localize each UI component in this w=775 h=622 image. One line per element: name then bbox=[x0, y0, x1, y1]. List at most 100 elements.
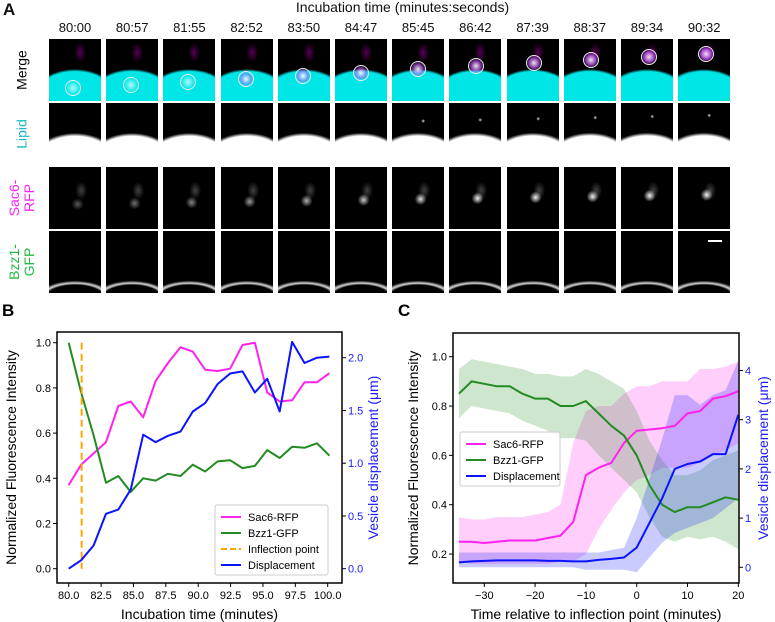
vesicle-circle bbox=[352, 64, 369, 81]
bzz1-tile bbox=[220, 231, 273, 293]
sac6-tile bbox=[106, 167, 159, 229]
merge-tile bbox=[106, 39, 159, 101]
band-sac6-rfp bbox=[458, 361, 739, 564]
plot-frame bbox=[56, 331, 343, 584]
y2-tick-label: 0 bbox=[745, 562, 751, 574]
vesicle-circle bbox=[467, 58, 484, 75]
bzz1-tile bbox=[106, 231, 159, 293]
y2-tick-label: 1.0 bbox=[348, 458, 363, 470]
lipid-tile bbox=[277, 103, 330, 165]
line-sac6-rfp bbox=[458, 390, 739, 544]
y2-tick-label: 0.5 bbox=[348, 511, 363, 523]
x-tick-label: 87.5 bbox=[155, 590, 176, 602]
lipid-tile bbox=[506, 103, 559, 165]
time-label: 81:55 bbox=[173, 20, 206, 35]
line-sac6-rfp bbox=[67, 341, 330, 486]
x-axis-label: Time relative to inflection point (minut… bbox=[471, 606, 722, 622]
lipid-tile bbox=[163, 103, 216, 165]
vesicle-circle bbox=[180, 73, 197, 90]
x-tick-label: 95.0 bbox=[252, 590, 273, 602]
vesicle-circle bbox=[65, 80, 81, 96]
panel-c-letter: C bbox=[398, 301, 410, 320]
time-label: 82:52 bbox=[230, 20, 263, 35]
bzz1-tile bbox=[621, 231, 673, 293]
y-tick-label: 0.8 bbox=[36, 383, 51, 395]
panel-a-letter: A bbox=[3, 0, 16, 19]
y-tick-label: 0.4 bbox=[432, 500, 447, 512]
merge-tile bbox=[49, 39, 101, 101]
merge-tile bbox=[220, 39, 273, 101]
chart-c: −30 −20 −10 0 10 20 0.2 0.4 0.6 0.8 1.0 0 1 2 3 4 Time r… bbox=[405, 332, 771, 622]
time-label: 84:47 bbox=[344, 20, 378, 35]
merge-tile bbox=[163, 39, 216, 101]
sac6-tile bbox=[449, 167, 502, 229]
x-tick-label: 10 bbox=[681, 590, 693, 602]
lipid-tile bbox=[392, 103, 445, 165]
bzz1-tile bbox=[392, 231, 445, 293]
time-label: 88:37 bbox=[573, 20, 607, 35]
x-tick-label: 97.5 bbox=[285, 590, 306, 602]
y2-tick-label: 1 bbox=[745, 513, 751, 525]
merge-tile bbox=[621, 39, 673, 101]
lipid-tile bbox=[49, 103, 101, 165]
y-tick-label: 1.0 bbox=[432, 352, 447, 364]
bzz1-tile bbox=[563, 231, 616, 293]
y2-axis-label: Vesicle displacement (μm) bbox=[365, 376, 381, 540]
lipid-tile bbox=[220, 103, 273, 165]
x-tick-label: 0 bbox=[634, 590, 640, 602]
time-label: 89:34 bbox=[630, 20, 664, 35]
merge-tile bbox=[392, 39, 445, 101]
vesicle-circle bbox=[698, 46, 715, 62]
y-tick-label: 1.0 bbox=[36, 338, 51, 350]
time-label: 90:32 bbox=[687, 20, 721, 35]
y-tick-label: 0.2 bbox=[36, 519, 51, 531]
line-bzz1-gfp bbox=[458, 380, 739, 514]
x-tick-label: −30 bbox=[475, 590, 494, 602]
line-displacement bbox=[458, 414, 740, 564]
bzz1-tile bbox=[678, 231, 731, 293]
lipid-tile bbox=[106, 103, 159, 165]
y2-tick-label: 2 bbox=[745, 464, 751, 476]
bzz1-tile bbox=[277, 231, 330, 293]
x-tick-label: 90.0 bbox=[187, 590, 208, 602]
sac6-tile bbox=[678, 167, 731, 229]
y2-tick-label: 3 bbox=[745, 415, 751, 427]
scale-bar bbox=[708, 240, 723, 242]
y-tick-label: 0.8 bbox=[432, 401, 447, 413]
lipid-tile bbox=[335, 103, 387, 165]
merge-tile bbox=[449, 39, 502, 101]
x-tick-label: 92.5 bbox=[220, 590, 241, 602]
legend-label: Inflection point bbox=[248, 544, 319, 556]
chart-b: 80.0 82.5 85.0 87.5 90.0 92.5 95.0 97.5 100.0 0.0… bbox=[3, 331, 381, 622]
y2-tick-label: 0.0 bbox=[348, 564, 363, 576]
bzz1-tile bbox=[49, 231, 101, 293]
x-tick-label: 82.5 bbox=[90, 590, 111, 602]
line-displacement bbox=[68, 340, 330, 570]
merge-tile bbox=[563, 39, 616, 101]
bzz1-tile bbox=[506, 231, 559, 293]
time-label: 83:50 bbox=[287, 20, 321, 35]
vesicle-circle bbox=[410, 61, 427, 78]
y2-tick-label: 4 bbox=[745, 366, 751, 378]
sac6-tile bbox=[563, 167, 616, 229]
legend-label: Bzz1-GFP bbox=[248, 528, 299, 540]
merge-tile bbox=[335, 39, 387, 101]
panel-a-header: Incubation time (minutes:seconds) bbox=[295, 0, 510, 15]
x-tick-label: −10 bbox=[577, 590, 596, 602]
sac6-tile bbox=[392, 167, 445, 229]
band-bzz1-gfp bbox=[458, 359, 739, 550]
sac6-tile bbox=[506, 167, 559, 229]
time-label: 80:57 bbox=[115, 20, 149, 35]
plot-frame bbox=[452, 332, 740, 584]
sac6-tile bbox=[163, 167, 216, 229]
sac6-tile bbox=[335, 167, 387, 229]
legend-label: Sac6-RFP bbox=[493, 439, 544, 451]
x-tick-label: −20 bbox=[526, 590, 545, 602]
sac6-tile bbox=[621, 167, 673, 229]
vesicle-circle bbox=[640, 49, 657, 66]
y2-tick-label: 1.5 bbox=[348, 405, 363, 417]
y-axis-label: Normalized Fluorescence Intensity bbox=[3, 350, 19, 565]
sac6-tile bbox=[220, 167, 273, 229]
x-tick-label: 100.0 bbox=[314, 590, 342, 602]
